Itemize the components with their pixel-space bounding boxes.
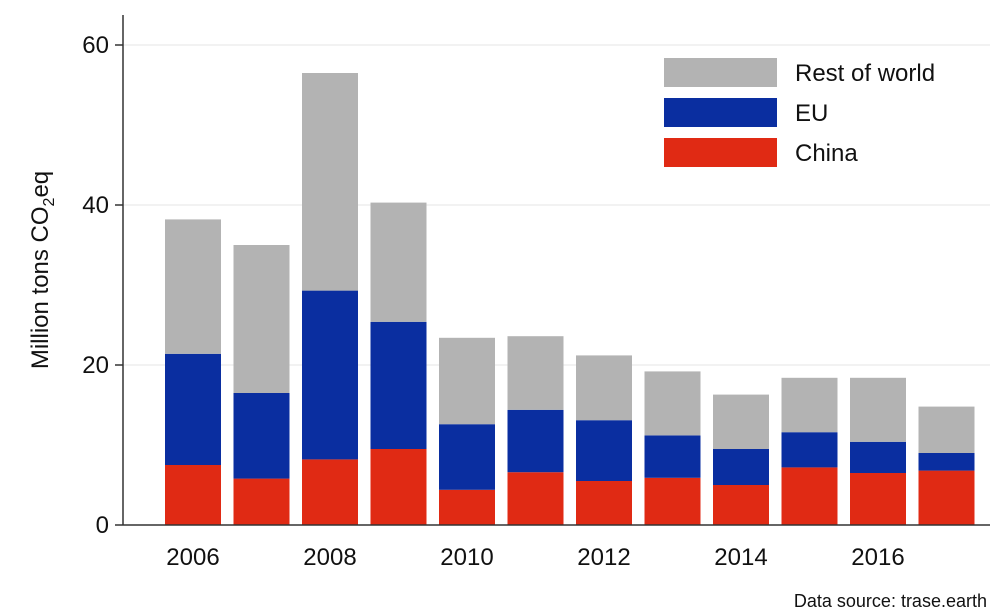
bar-segment (644, 435, 701, 478)
bar-segment (507, 336, 564, 410)
y-tick-label: 40 (82, 192, 109, 219)
legend-label: EU (795, 100, 828, 127)
bar-segment (370, 321, 427, 449)
bars (165, 73, 975, 525)
bar-segment (713, 485, 769, 525)
bar-segment (644, 477, 701, 525)
y-tick-label: 0 (96, 512, 109, 539)
x-tick-label: 2014 (714, 544, 767, 571)
legend-label: Rest of world (795, 60, 935, 87)
bar-segment (918, 470, 975, 525)
x-tick-label: 2010 (440, 544, 493, 571)
bar-segment (781, 432, 838, 468)
y-tick-label: 60 (82, 32, 109, 59)
bar-segment (302, 459, 358, 525)
bar-segment (918, 453, 975, 471)
bar-segment (850, 473, 906, 525)
bar-segment (713, 394, 769, 449)
bar-segment (370, 202, 427, 322)
y-axis-label-tail: eq (27, 171, 54, 198)
bar-segment (781, 467, 838, 525)
bar-segment (918, 406, 975, 453)
bar-segment (439, 489, 495, 525)
bar-segment (439, 424, 495, 490)
bar-segment (165, 219, 221, 354)
bar-segment (576, 420, 632, 481)
legend: Rest of world EU China (664, 58, 935, 167)
y-axis-label: Million tons CO2eq (27, 171, 58, 369)
legend-swatch (664, 138, 777, 167)
x-tick-label: 2006 (166, 544, 219, 571)
bar-segment (644, 371, 701, 436)
bar-segment (713, 449, 769, 485)
bar-segment (850, 441, 906, 473)
bar-segment (233, 478, 290, 525)
x-tick-label: 2012 (577, 544, 630, 571)
bar-segment (302, 290, 358, 460)
bar-segment (165, 465, 221, 525)
bar-segment (781, 377, 838, 433)
y-tick-label: 20 (82, 352, 109, 379)
bar-segment (576, 481, 632, 525)
x-ticks: 2006 2008 2010 2012 2014 2016 (166, 544, 904, 571)
y-ticks: 0 20 40 60 (82, 32, 123, 539)
bar-segment (233, 393, 290, 479)
bar-segment (507, 472, 564, 525)
bar-segment (233, 245, 290, 393)
legend-label: China (795, 140, 858, 167)
y-axis-label-main: Million tons CO (27, 206, 54, 369)
bar-segment (507, 409, 564, 473)
bar-segment (302, 73, 358, 291)
bar-segment (850, 377, 906, 442)
legend-swatch (664, 98, 777, 127)
bar-segment (439, 337, 495, 425)
bar-segment (370, 449, 427, 525)
data-source-note: Data source: trase.earth (793, 591, 987, 611)
bar-segment (576, 355, 632, 421)
legend-swatch (664, 58, 777, 87)
x-tick-label: 2008 (303, 544, 356, 571)
y-axis-label-subscript: 2 (41, 197, 58, 206)
x-tick-label: 2016 (851, 544, 904, 571)
bar-segment (165, 353, 221, 465)
